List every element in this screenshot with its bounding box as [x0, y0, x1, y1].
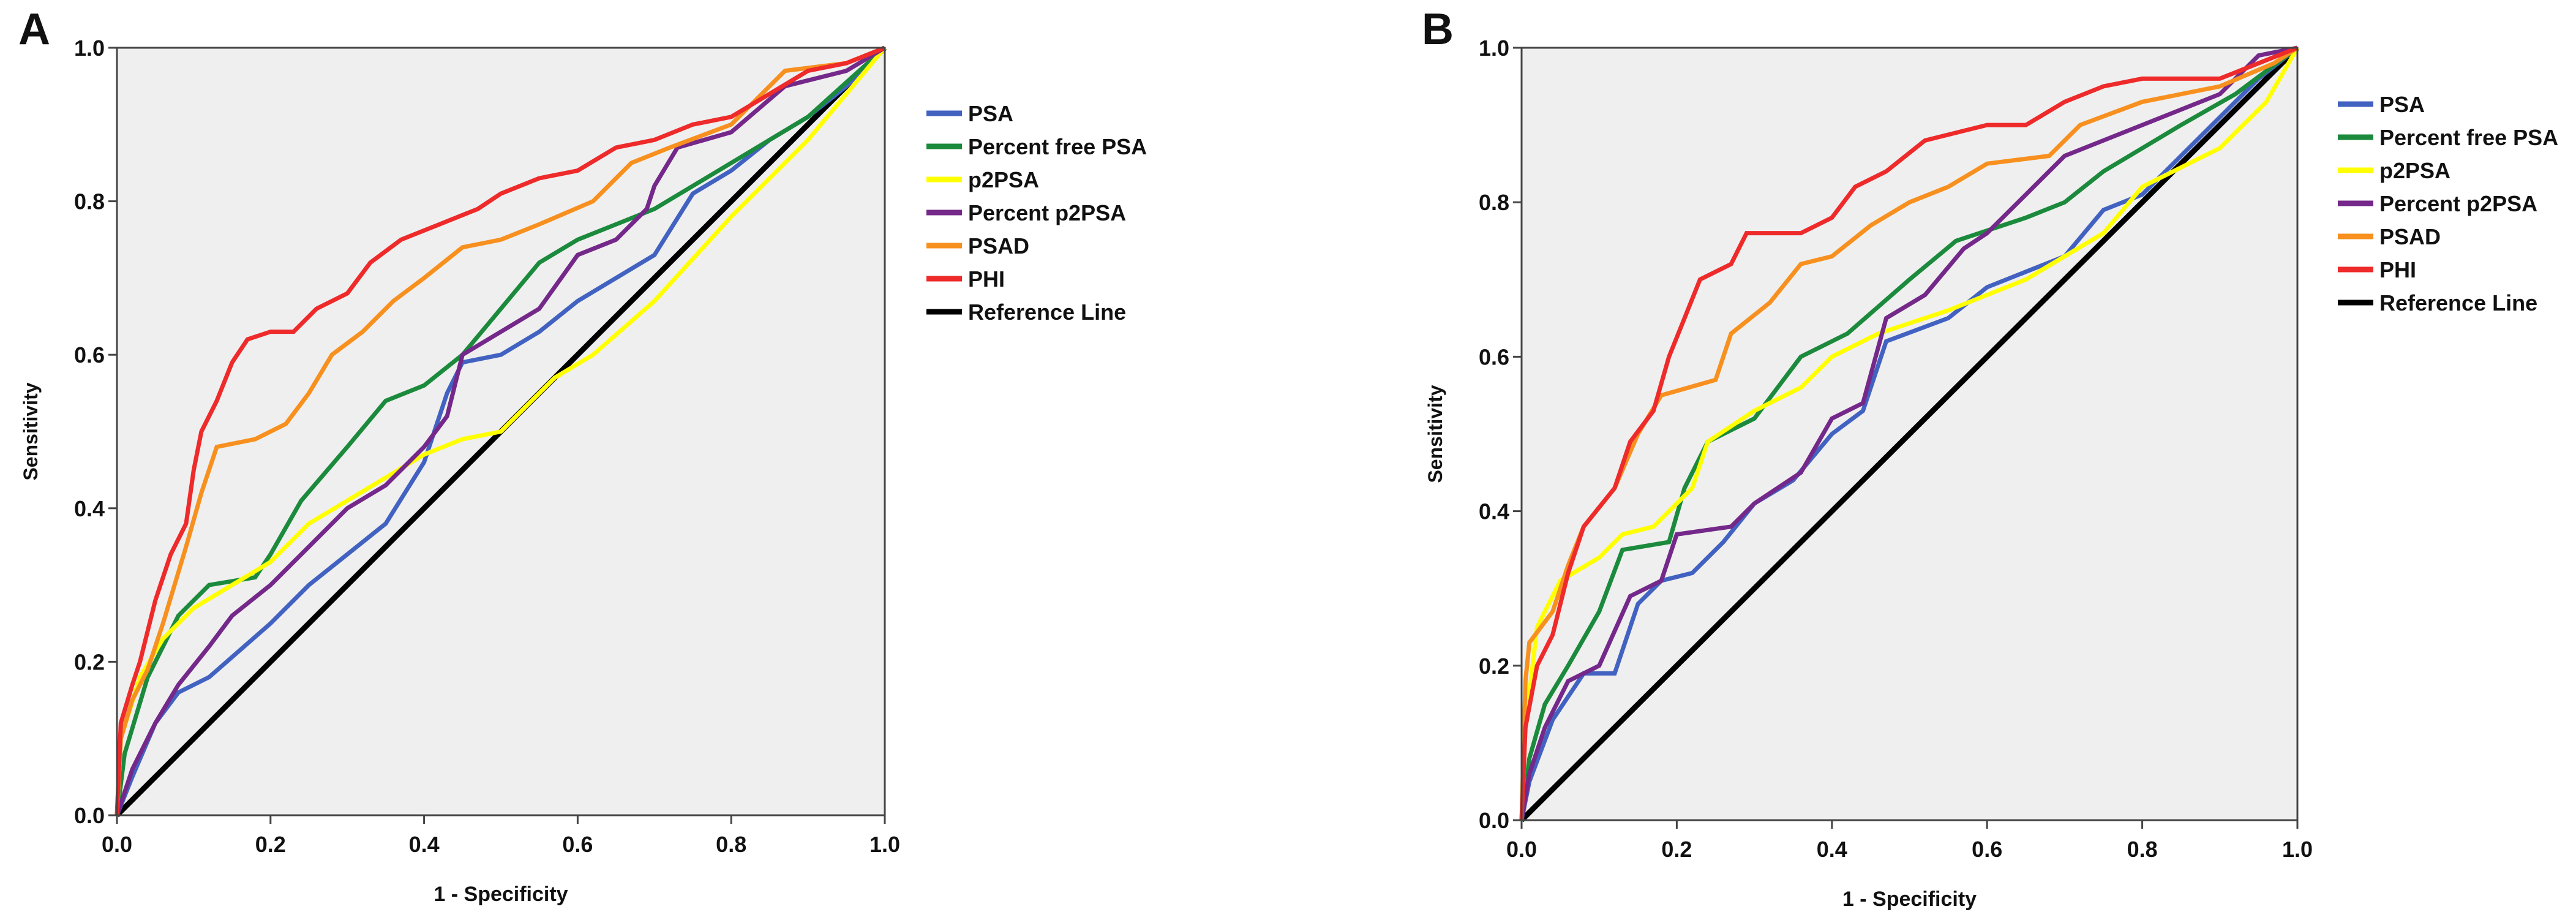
series-line-psad: [115, 45, 886, 816]
legend-item: PSA: [926, 101, 1013, 126]
panel-a: 0.0 0.2 0.4 0.6 0.8 1.0 0.0 0.2 0.4 0.6 0.8 1.0 1 - …: [18, 5, 1147, 906]
legend-item: PSAD: [2338, 224, 2441, 249]
x-tick-label: 1.0: [869, 832, 900, 857]
legend-item: PHI: [2338, 257, 2416, 282]
legend-item: PSA: [2338, 92, 2425, 117]
legend-label: Percent free PSA: [968, 134, 1147, 159]
legend-item: Reference Line: [926, 300, 1126, 325]
legend-item: PSAD: [926, 233, 1029, 258]
legend-item: Percent free PSA: [926, 134, 1147, 159]
legend-label: PSA: [968, 101, 1013, 126]
y-axis-title: Sensitivity: [20, 382, 42, 480]
legend-item: p2PSA: [926, 167, 1039, 192]
panel-label: A: [18, 5, 50, 54]
y-tick-label: 0.8: [1479, 190, 1509, 215]
series-line-reference-line: [1519, 45, 2300, 823]
legend-item: PHI: [926, 266, 1005, 292]
y-tick-label: 0.2: [1479, 654, 1509, 679]
x-tick-label: 0.4: [409, 832, 440, 857]
series-line-phi: [115, 45, 886, 816]
x-tick-label: 0.8: [716, 832, 746, 857]
x-tick-label: 0.8: [2127, 837, 2158, 862]
legend-label: p2PSA: [968, 167, 1039, 192]
x-tick-label: 0.0: [1506, 837, 1537, 862]
legend-label: Reference Line: [968, 300, 1126, 325]
legend-item: Percent free PSA: [2338, 125, 2558, 150]
x-tick-label: 1.0: [2282, 837, 2313, 862]
x-axis-title: 1 - Specificity: [1842, 888, 1977, 911]
series-line-percent-p2psa: [115, 45, 886, 816]
y-tick-label: 0.2: [74, 649, 105, 674]
x-tick-label: 0.4: [1817, 837, 1847, 862]
plot-frame: [116, 47, 886, 816]
legend: PSA Percent free PSA p2PSA Percent p2PSA PSA…: [926, 101, 1147, 325]
legend-label: PSAD: [2379, 224, 2441, 249]
legend-item: Reference Line: [2338, 290, 2537, 315]
x-tick-label: 0.0: [102, 832, 132, 857]
legend-item: Percent p2PSA: [2338, 191, 2537, 216]
legend-item: p2PSA: [2338, 158, 2450, 183]
series-line-percent-free-psa: [1519, 46, 2299, 821]
legend-label: p2PSA: [2379, 158, 2450, 183]
legend-label: PHI: [968, 266, 1005, 292]
x-tick-label: 0.2: [255, 832, 286, 857]
series-line-psad: [1519, 46, 2299, 821]
legend-label: PHI: [2379, 257, 2416, 282]
y-tick-label: 1.0: [1479, 36, 1509, 61]
y-tick-label: 0.6: [1479, 344, 1509, 369]
legend-label: Reference Line: [2379, 290, 2537, 315]
y-tick-label: 0.8: [74, 189, 105, 214]
x-axis-title: 1 - Specificity: [434, 883, 568, 906]
legend-label: Percent p2PSA: [968, 200, 1126, 225]
legend-label: Percent free PSA: [2379, 125, 2558, 150]
legend: PSA Percent free PSA p2PSA Percent p2PSA PSA…: [2338, 92, 2558, 315]
y-tick-label: 0.0: [74, 803, 105, 828]
series-line-percent-free-psa: [115, 46, 887, 816]
series-line-percent-p2psa: [1519, 45, 2298, 821]
legend-label: PSAD: [968, 233, 1029, 258]
legend-label: PSA: [2379, 92, 2425, 117]
y-tick-label: 0.0: [1479, 808, 1509, 833]
series-line-phi: [1519, 45, 2299, 821]
x-tick-label: 0.6: [1972, 837, 2002, 862]
legend-label: Percent p2PSA: [2379, 191, 2537, 216]
y-axis-title: Sensitivity: [1424, 385, 1446, 483]
y-tick-label: 0.4: [1479, 499, 1509, 524]
x-tick-label: 0.2: [1661, 837, 1692, 862]
panel-b: 0.0 0.2 0.4 0.6 0.8 1.0 0.0 0.2 0.4 0.6 0.8 1.0 1 - …: [1422, 5, 2558, 911]
y-tick-label: 0.4: [74, 496, 105, 521]
y-tick-label: 1.0: [74, 36, 105, 61]
panel-label: B: [1422, 5, 1454, 54]
plot-frame: [1520, 47, 2299, 821]
legend-item: Percent p2PSA: [926, 200, 1126, 225]
series-line-p2psa: [115, 46, 887, 816]
x-tick-label: 0.6: [562, 832, 593, 857]
y-tick-label: 0.6: [74, 342, 105, 368]
